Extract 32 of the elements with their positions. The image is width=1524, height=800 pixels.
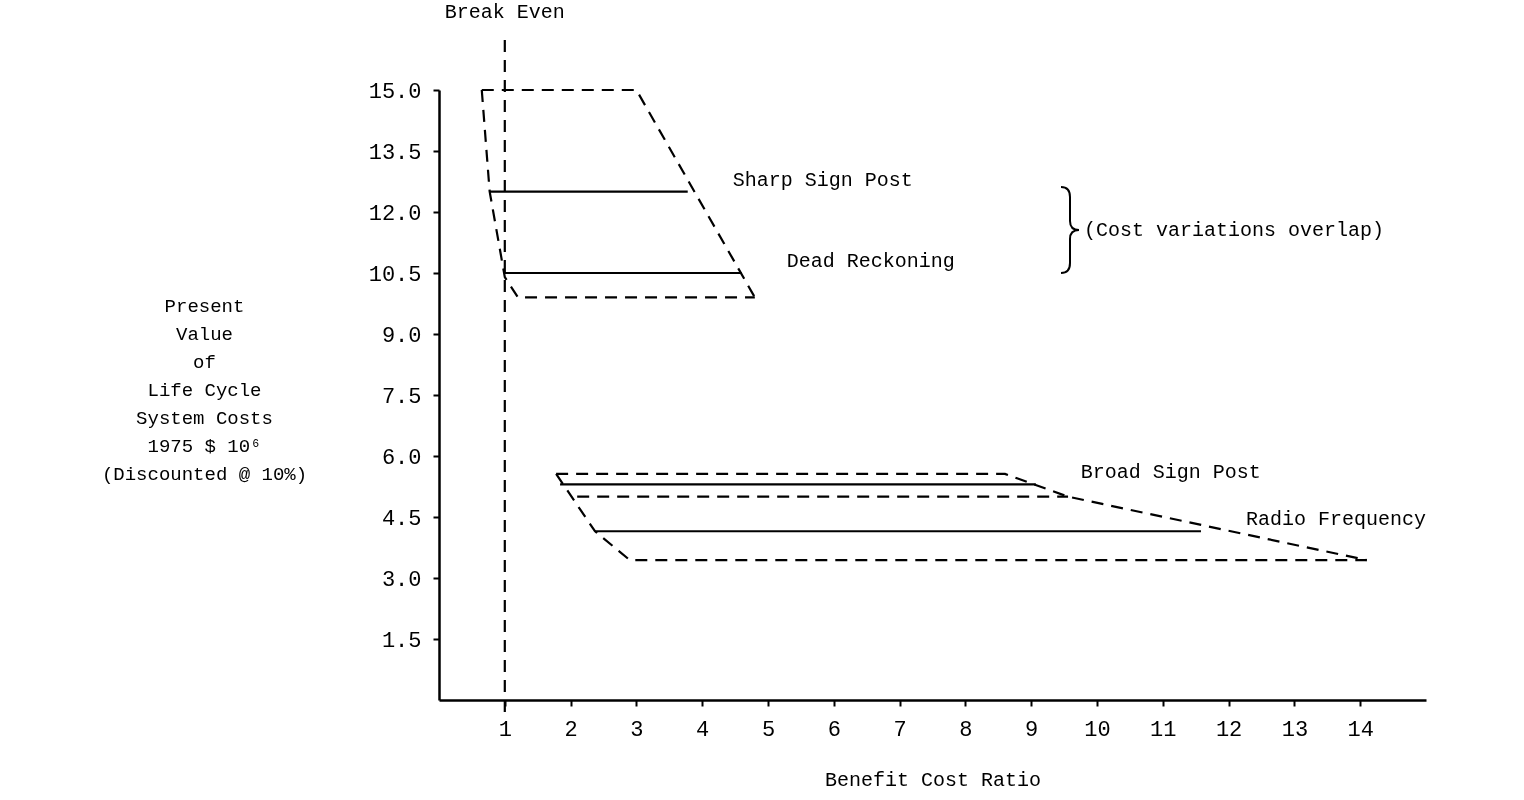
x-tick-label: 10 [1084, 717, 1111, 743]
x-tick-label: 4 [696, 717, 710, 743]
x-tick-label: 8 [959, 717, 973, 743]
text: Radio Frequency [1245, 508, 1426, 532]
annotation: (Cost variations overlap) [1084, 219, 1385, 242]
x-tick-label: 2 [564, 717, 578, 743]
x-tick-label: 7 [893, 717, 907, 743]
text: Sharp Sign Post [732, 168, 913, 192]
x-tick-label: 5 [761, 717, 776, 743]
y-tick-label: 3.0 [381, 567, 422, 593]
x-tick-label: 6 [827, 717, 841, 743]
y-tick-label: 7.5 [381, 384, 422, 410]
text: Broad Sign Post [1080, 461, 1261, 485]
y-tick-label: 15.0 [368, 79, 422, 105]
x-tick-label: 1 [498, 717, 512, 743]
y-axis-title: Present Value of Life Cycle System Costs 1975 $ 10⁶ (Discounted @ 10%) [101, 295, 308, 486]
text: Dead Reckoning [786, 250, 955, 273]
y-tick-label: 1.5 [381, 628, 422, 654]
y-tick-label: 10.5 [368, 262, 422, 288]
x-tick-label: 3 [630, 717, 644, 743]
x-tick-label: 14 [1347, 717, 1374, 743]
ref-line-label: Break Even [444, 1, 565, 24]
x-tick-label: 9 [1025, 717, 1039, 743]
y-tick-label: 9.0 [381, 323, 422, 349]
y-tick-label: 4.5 [381, 506, 422, 532]
y-tick-label: 12.0 [368, 201, 422, 227]
y-tick-label: 13.5 [368, 140, 422, 166]
x-tick-label: 12 [1215, 717, 1243, 743]
y-tick-label: 6.0 [381, 445, 422, 471]
x-axis-title: Benefit Cost Ratio [824, 768, 1042, 792]
x-tick-label: 13 [1281, 717, 1309, 743]
x-tick-label: 11 [1150, 717, 1177, 743]
